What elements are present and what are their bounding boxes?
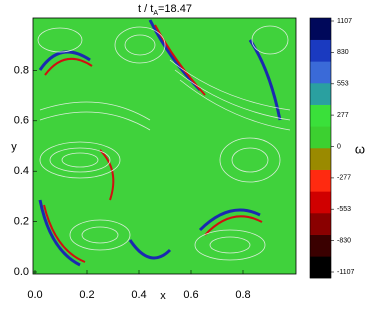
colorbar-tick-label: 553 — [337, 81, 349, 88]
colorbar-band — [310, 169, 331, 192]
colorbar-band — [310, 191, 331, 214]
colorbar-band — [310, 256, 331, 279]
chart-title: t / tA=18.47 — [138, 3, 192, 17]
colorbar-tick-label: 277 — [337, 112, 349, 119]
colorbar-tick-label: 1107 — [337, 18, 352, 25]
plot-frame — [32, 17, 297, 275]
x-tick-label: 0.8 — [235, 289, 250, 301]
colorbar-band — [310, 18, 331, 40]
colorbar-tick-label: 0 — [337, 143, 341, 150]
colorbar-band — [310, 126, 331, 149]
x-axis-label: x — [160, 290, 166, 302]
colorbar-band — [310, 39, 331, 62]
y-axis-label: y — [11, 141, 17, 153]
y-tick-label: 0.0 — [14, 266, 29, 278]
colorbar-band — [310, 83, 331, 105]
x-tick-label: 0.4 — [131, 289, 146, 301]
y-tick-label: 0.8 — [14, 64, 29, 76]
colorbar-tick-label: -830 — [337, 237, 351, 244]
colorbar-tick-label: -1107 — [337, 269, 354, 276]
colorbar-tick-label: -553 — [337, 206, 351, 213]
y-tick-label: 0.4 — [14, 165, 29, 177]
colorbar-frame — [309, 17, 332, 279]
x-tick-label: 0.6 — [183, 289, 198, 301]
colorbar-label: ω — [355, 141, 365, 156]
colorbar-tick-label: 830 — [337, 49, 349, 56]
y-tick-label: 0.2 — [14, 216, 29, 228]
x-tick-label: 0.2 — [79, 289, 94, 301]
field — [33, 18, 296, 274]
colorbar-band — [310, 234, 331, 257]
colorbar-band — [310, 148, 331, 170]
x-tick-label: 0.0 — [27, 289, 42, 301]
colorbar-band — [310, 61, 331, 84]
colorbar-band — [310, 213, 331, 235]
field-structure — [37, 19, 291, 267]
y-tick-label: 0.6 — [14, 115, 29, 127]
colorbar-band — [310, 104, 331, 127]
colorbar-tick-label: -277 — [337, 175, 351, 182]
